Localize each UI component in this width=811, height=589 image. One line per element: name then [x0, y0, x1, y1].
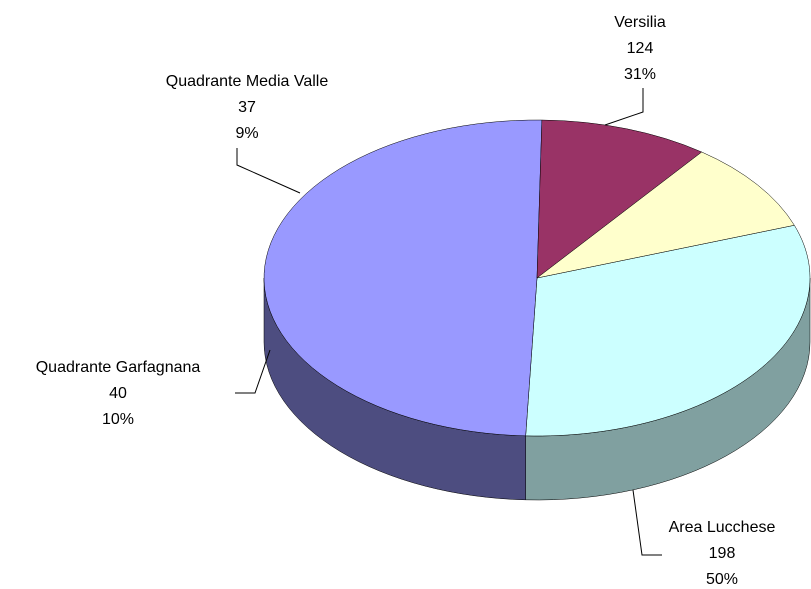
slice-percent: 50% [706, 571, 738, 588]
pie-tops [263, 119, 811, 437]
slice-value: 40 [109, 385, 127, 402]
slice-label: Quadrante Media Valle [166, 73, 329, 90]
slice-percent: 31% [624, 66, 656, 83]
pie-slice [263, 119, 543, 437]
slice-percent: 9% [235, 125, 258, 142]
labels: Versilia 124 31% Area Lucchese 198 50% Quadran… [36, 14, 776, 588]
slice-percent: 10% [102, 411, 134, 428]
slice-label: Area Lucchese [669, 519, 776, 536]
pie-slice [525, 224, 811, 437]
slice-value: 124 [627, 40, 654, 57]
slice-value: 198 [709, 545, 736, 562]
leader-lines [235, 88, 662, 556]
slice-label: Quadrante Garfagnana [36, 359, 201, 376]
pie-slice [536, 119, 703, 279]
slice-value: 37 [238, 99, 256, 116]
leader-line [235, 349, 271, 394]
leader-line [236, 148, 301, 194]
slice-label: Versilia [614, 14, 666, 31]
leader-line [604, 88, 644, 126]
pie-slice [536, 151, 795, 279]
leader-line [632, 489, 662, 556]
